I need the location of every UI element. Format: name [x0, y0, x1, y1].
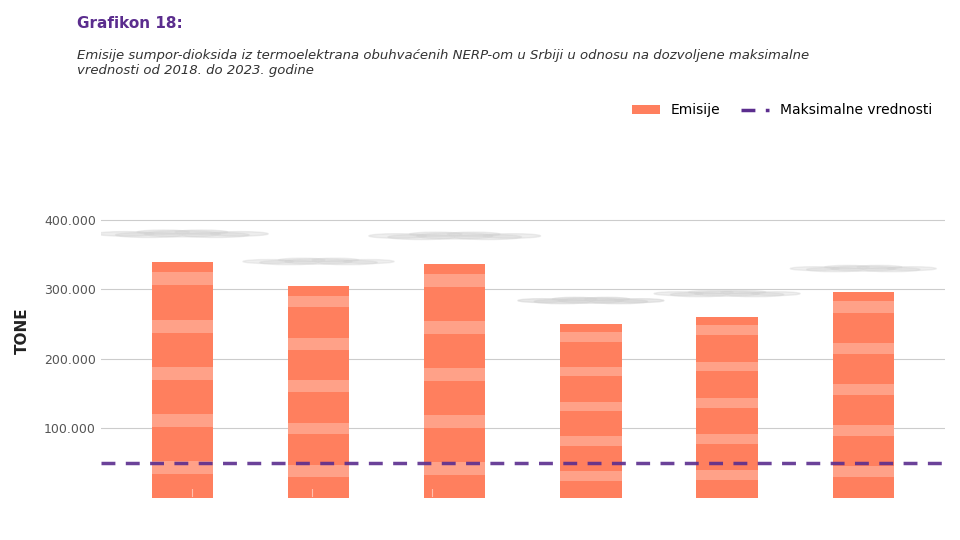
Bar [696, 326, 757, 335]
Ellipse shape [417, 233, 492, 239]
Bar [832, 425, 894, 436]
Bar [696, 470, 757, 480]
Ellipse shape [552, 298, 597, 301]
Bar [424, 368, 486, 381]
Ellipse shape [455, 234, 521, 240]
Ellipse shape [175, 230, 228, 234]
Bar [288, 380, 349, 392]
Bar [152, 414, 213, 427]
Bar [696, 362, 757, 372]
Text: Grafikon 18:: Grafikon 18: [77, 16, 182, 31]
Text: 2020: 2020 [409, 505, 455, 523]
Bar [288, 295, 349, 307]
Ellipse shape [806, 267, 863, 272]
Bar [832, 466, 894, 477]
Ellipse shape [654, 292, 703, 295]
Bar [152, 320, 213, 333]
Ellipse shape [559, 298, 623, 303]
Text: 2019: 2019 [289, 505, 335, 523]
Ellipse shape [727, 293, 783, 296]
Bar [288, 465, 349, 477]
Ellipse shape [888, 267, 936, 271]
Bar [696, 318, 757, 498]
Ellipse shape [585, 298, 630, 301]
Ellipse shape [260, 260, 319, 265]
Bar [832, 343, 894, 354]
Ellipse shape [319, 260, 377, 265]
Ellipse shape [688, 291, 733, 294]
Bar [832, 292, 894, 498]
Ellipse shape [695, 291, 759, 296]
Bar [424, 462, 486, 475]
Ellipse shape [863, 267, 920, 272]
Ellipse shape [790, 267, 839, 271]
Ellipse shape [857, 265, 901, 269]
Ellipse shape [591, 299, 648, 303]
Ellipse shape [369, 234, 426, 238]
Ellipse shape [483, 234, 540, 238]
Bar [152, 262, 213, 498]
Bar [152, 272, 213, 285]
Bar [832, 301, 894, 313]
Bar [288, 423, 349, 434]
Ellipse shape [137, 230, 189, 234]
Ellipse shape [615, 299, 663, 302]
Bar [696, 434, 757, 444]
Ellipse shape [97, 232, 154, 236]
Ellipse shape [534, 299, 591, 303]
Ellipse shape [409, 232, 462, 237]
Text: 2018: 2018 [169, 505, 215, 523]
Bar [424, 274, 486, 287]
Bar [424, 321, 486, 334]
Ellipse shape [830, 266, 896, 271]
Ellipse shape [144, 231, 221, 237]
Bar [561, 402, 621, 411]
Bar [152, 461, 213, 474]
Text: 2022: 2022 [649, 505, 695, 523]
Bar [561, 471, 621, 481]
Bar [288, 338, 349, 349]
Bar [561, 332, 621, 342]
Text: Emisije sumpor-dioksida iz termoelektrana obuhvaćenih NERP-om u Srbiji u odnosu : Emisije sumpor-dioksida iz termoelektran… [77, 49, 809, 77]
Text: 2021: 2021 [529, 505, 575, 523]
Bar [424, 415, 486, 428]
Bar [696, 397, 757, 408]
Ellipse shape [278, 258, 324, 262]
Ellipse shape [115, 232, 182, 238]
Ellipse shape [182, 232, 249, 238]
Ellipse shape [285, 259, 352, 264]
Bar [152, 367, 213, 380]
Legend: Emisije, Maksimalne vrednosti: Emisije, Maksimalne vrednosti [627, 98, 938, 123]
Bar [832, 384, 894, 395]
Ellipse shape [243, 260, 294, 264]
Text: 2023: 2023 [769, 505, 815, 523]
Ellipse shape [518, 299, 566, 302]
Bar [561, 367, 621, 376]
Ellipse shape [211, 232, 268, 236]
Ellipse shape [344, 260, 394, 264]
Ellipse shape [825, 265, 870, 269]
Bar [561, 436, 621, 446]
Bar [561, 324, 621, 498]
Ellipse shape [447, 232, 500, 237]
Ellipse shape [388, 234, 455, 240]
Ellipse shape [312, 258, 358, 262]
Ellipse shape [670, 293, 727, 296]
Bar [424, 264, 486, 498]
Y-axis label: TONE: TONE [15, 308, 30, 354]
Ellipse shape [721, 291, 765, 294]
Ellipse shape [752, 292, 800, 295]
Bar [288, 286, 349, 498]
